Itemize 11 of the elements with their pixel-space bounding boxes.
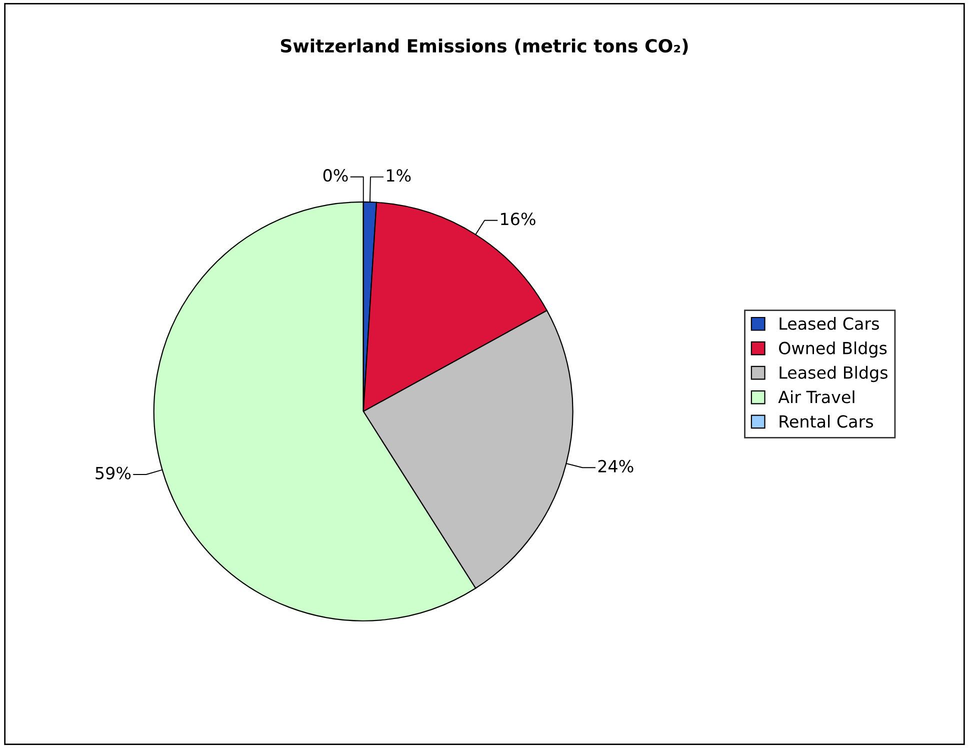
legend-label: Leased Cars	[780, 317, 879, 330]
text: 0%	[323, 169, 348, 182]
chart-title: Switzerland Emissions (metric tons CO₂)	[280, 38, 688, 55]
legend-label: Rental Cars	[780, 414, 874, 428]
legend-label: Leased Bldgs	[780, 366, 888, 382]
data-label: 24%	[598, 460, 634, 472]
legend-label: Air Travel	[778, 390, 854, 404]
data-label: 16%	[501, 212, 536, 226]
data-label: 1%	[386, 169, 411, 182]
legend-label: Owned Bldgs	[779, 341, 887, 358]
data-label: 59%	[96, 466, 131, 480]
